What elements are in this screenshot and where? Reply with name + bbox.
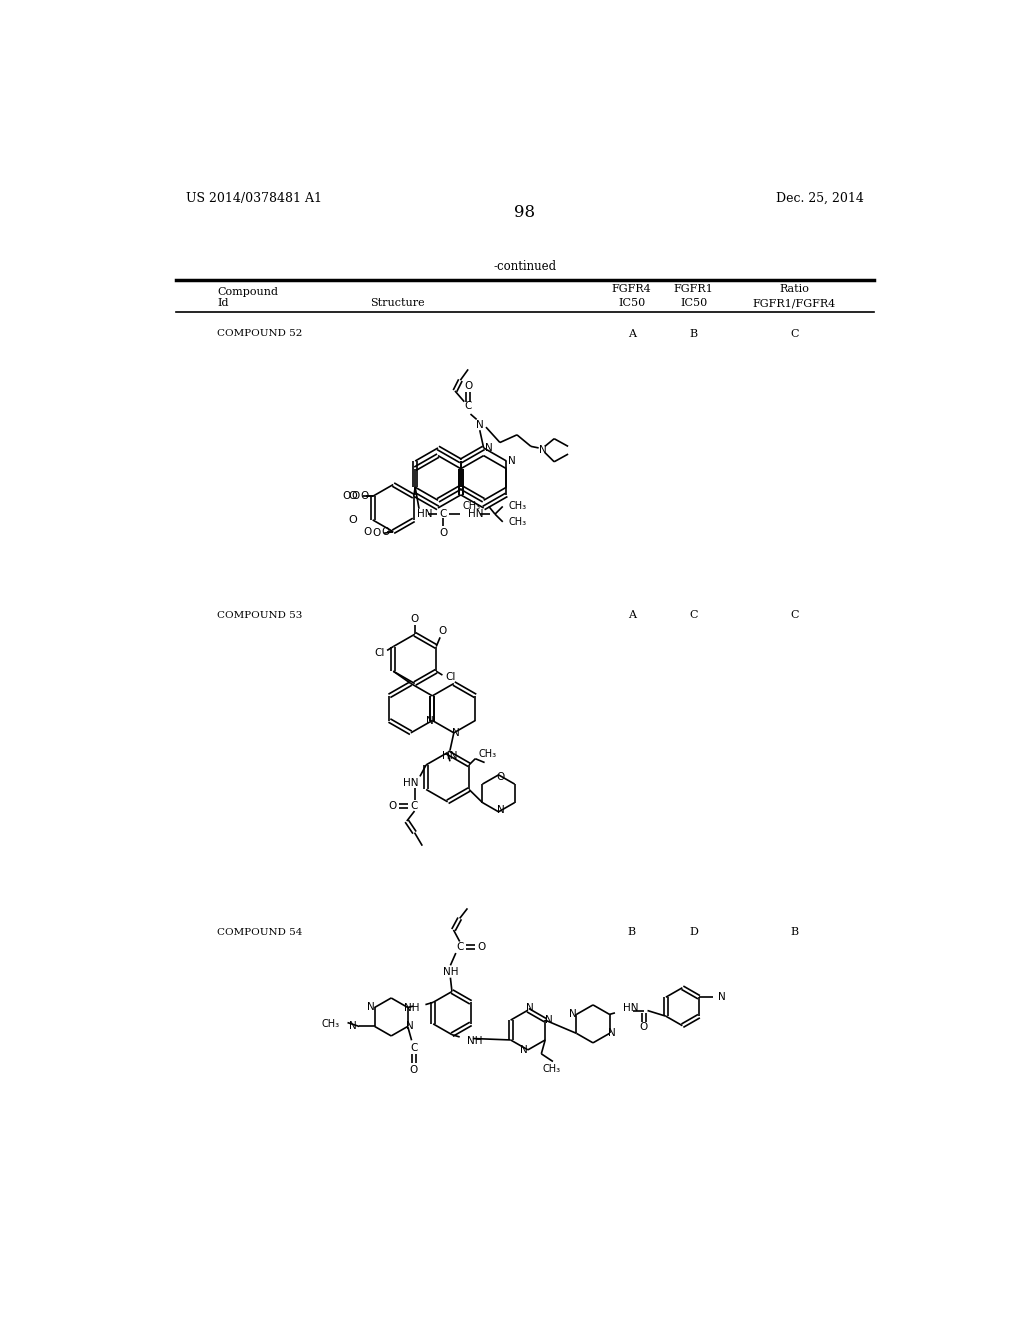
Text: HN: HN (417, 510, 432, 519)
Text: NH: NH (442, 966, 458, 977)
Text: O: O (477, 942, 485, 952)
Text: N: N (349, 1022, 356, 1031)
Text: O: O (348, 491, 356, 502)
Text: C: C (439, 510, 446, 519)
Text: COMPOUND 53: COMPOUND 53 (217, 611, 302, 619)
Text: N: N (452, 727, 459, 738)
Text: N: N (426, 715, 434, 726)
Text: CH₃: CH₃ (322, 1019, 340, 1030)
Text: N: N (539, 445, 547, 455)
Text: O: O (351, 491, 359, 502)
Text: O: O (438, 626, 446, 636)
Text: C: C (411, 1043, 418, 1053)
Text: B: B (690, 329, 697, 339)
Text: O: O (410, 1064, 418, 1074)
Text: O: O (640, 1023, 648, 1032)
Text: C: C (791, 610, 799, 620)
Text: B: B (791, 927, 799, 937)
Text: N: N (520, 1045, 528, 1055)
Text: N: N (497, 804, 505, 814)
Text: FGFR1/FGFR4: FGFR1/FGFR4 (753, 298, 837, 308)
Text: C: C (791, 329, 799, 339)
Text: A: A (628, 610, 636, 620)
Text: O: O (389, 801, 397, 810)
Text: 98: 98 (514, 203, 536, 220)
Text: C: C (689, 610, 698, 620)
Text: N: N (407, 1022, 414, 1031)
Text: C: C (456, 942, 464, 952)
Text: FGFR1: FGFR1 (674, 284, 714, 294)
Text: HN: HN (402, 777, 419, 788)
Text: COMPOUND 52: COMPOUND 52 (217, 330, 302, 338)
Text: CH₃: CH₃ (509, 502, 527, 511)
Text: NH: NH (467, 1036, 483, 1045)
Text: O: O (497, 772, 505, 783)
Text: N: N (367, 1002, 375, 1012)
Text: N: N (608, 1028, 615, 1039)
Text: COMPOUND 54: COMPOUND 54 (217, 928, 302, 937)
Text: O: O (381, 527, 389, 537)
Text: O: O (360, 491, 369, 502)
Text: C: C (465, 400, 472, 411)
Text: O: O (372, 528, 380, 539)
Text: O: O (464, 381, 472, 391)
Text: O: O (348, 515, 356, 525)
Text: CH₃: CH₃ (463, 502, 481, 511)
Text: N: N (718, 993, 726, 1002)
Text: NH: NH (403, 1003, 419, 1014)
Text: Dec. 25, 2014: Dec. 25, 2014 (776, 191, 864, 205)
Text: O: O (411, 614, 419, 624)
Text: Id: Id (217, 298, 228, 308)
Text: IC50: IC50 (680, 298, 708, 308)
Text: -continued: -continued (494, 260, 556, 273)
Text: Structure: Structure (371, 298, 425, 308)
Text: N: N (545, 1015, 553, 1026)
Text: FGFR4: FGFR4 (612, 284, 651, 294)
Text: Compound: Compound (217, 286, 279, 297)
Text: HN: HN (468, 510, 483, 519)
Text: HN: HN (623, 1003, 638, 1014)
Text: US 2014/0378481 A1: US 2014/0378481 A1 (186, 191, 323, 205)
Text: D: D (689, 927, 698, 937)
Text: CH₃: CH₃ (543, 1064, 560, 1074)
Text: N: N (508, 455, 516, 466)
Text: B: B (628, 927, 636, 937)
Text: HN: HN (442, 751, 458, 760)
Text: O: O (364, 527, 372, 537)
Text: A: A (628, 329, 636, 339)
Text: CH₃: CH₃ (478, 748, 497, 759)
Text: Cl: Cl (374, 648, 384, 657)
Text: IC50: IC50 (618, 298, 645, 308)
Text: N: N (476, 420, 483, 430)
Text: N: N (485, 444, 493, 453)
Text: N: N (525, 1003, 534, 1012)
Text: N: N (568, 1010, 577, 1019)
Text: Cl: Cl (445, 672, 456, 682)
Text: C: C (411, 801, 418, 810)
Text: O: O (439, 528, 447, 537)
Text: Ratio: Ratio (779, 284, 809, 294)
Text: CH₃: CH₃ (509, 517, 527, 527)
Text: O: O (343, 491, 351, 502)
